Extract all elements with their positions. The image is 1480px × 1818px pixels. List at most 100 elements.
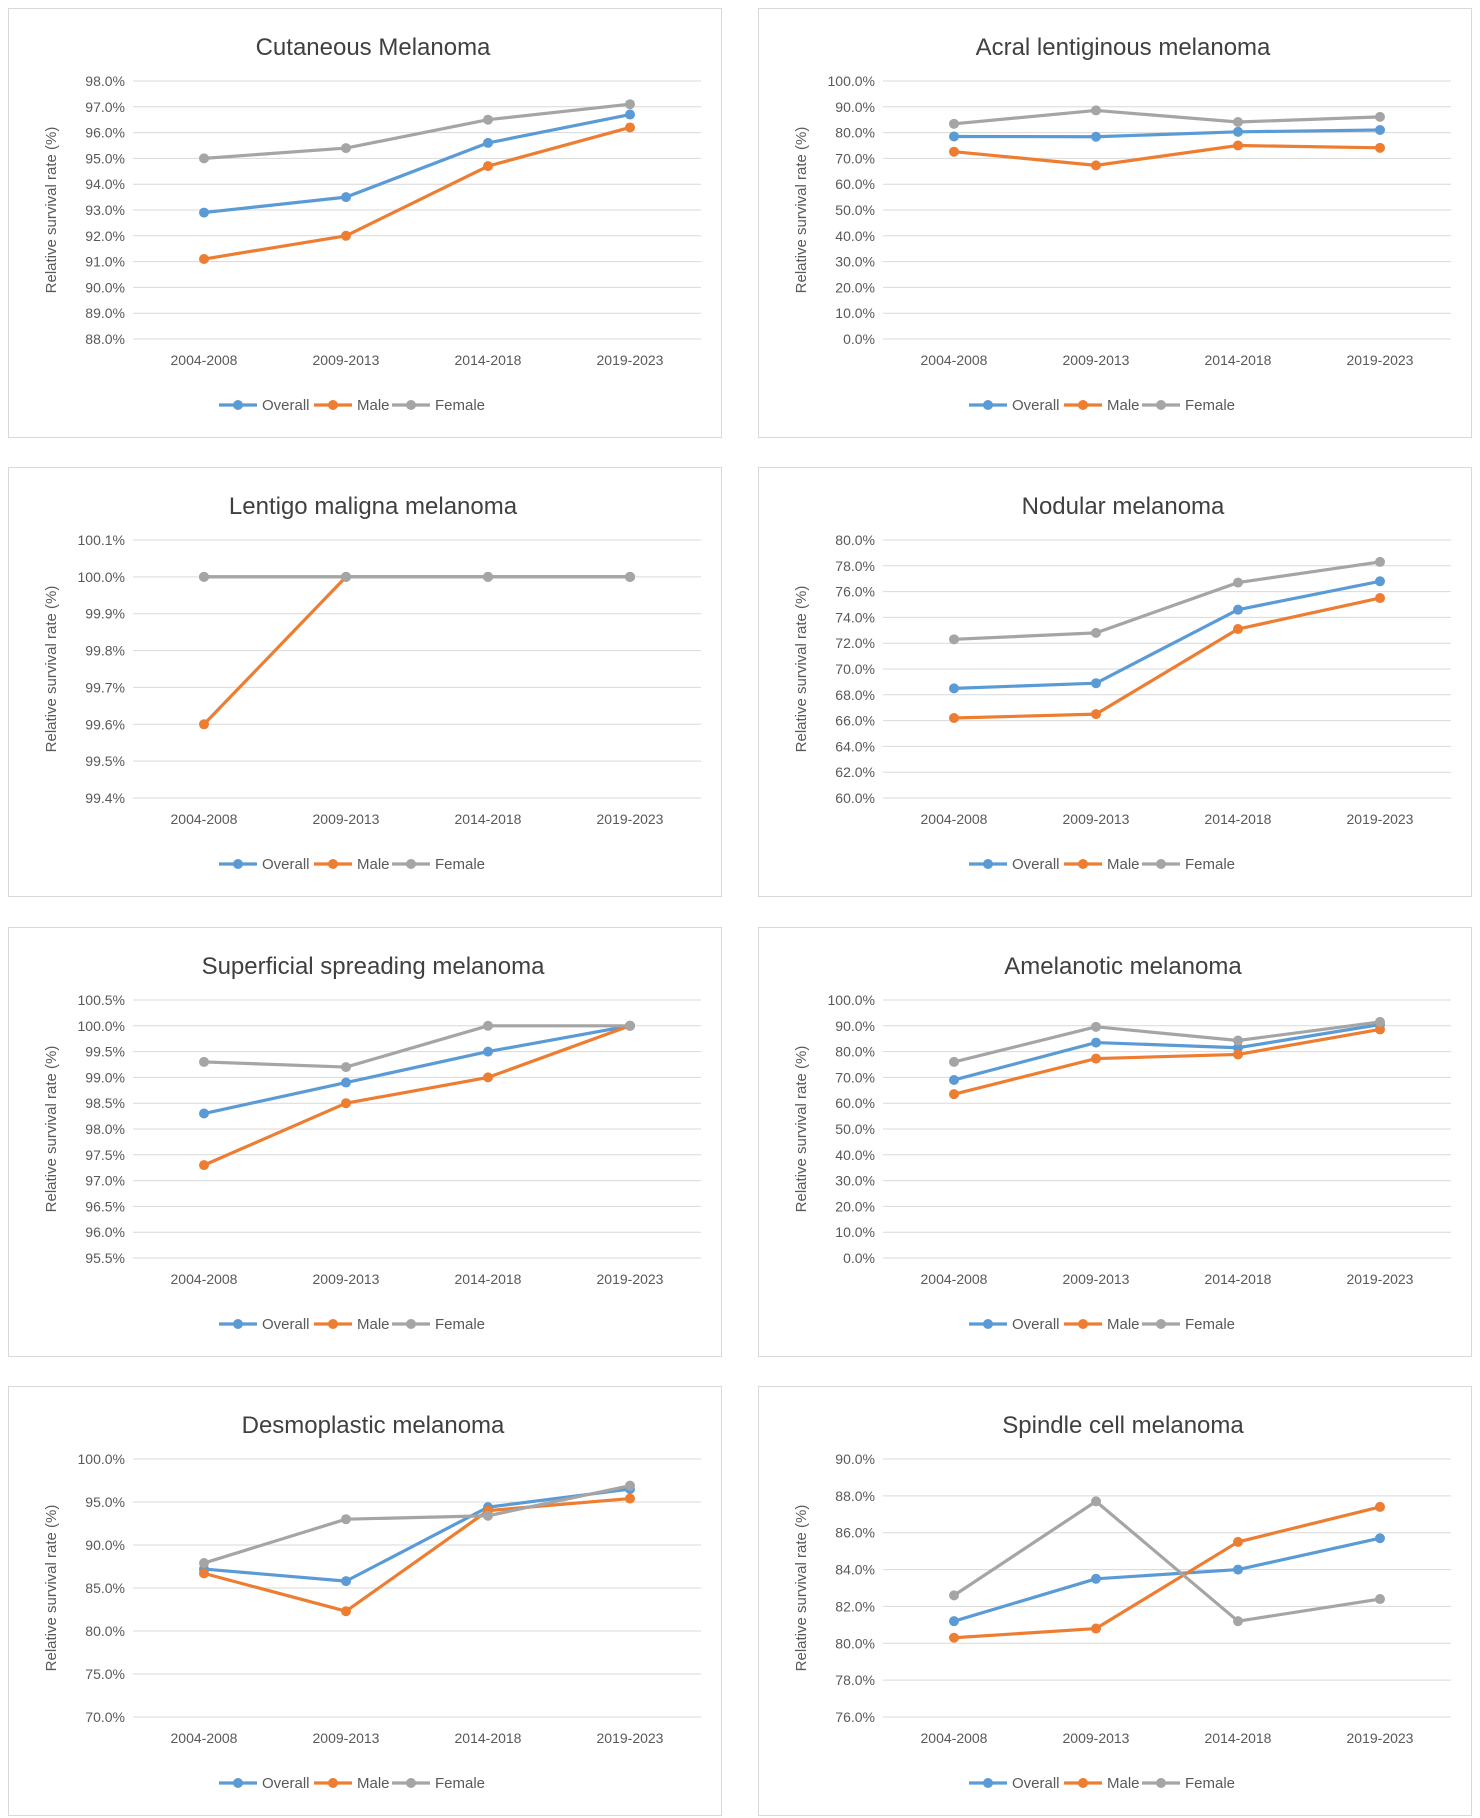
data-point-overall (625, 109, 635, 120)
y-tick-label: 60.0% (835, 176, 875, 192)
x-tick-label: 2014-2018 (455, 352, 522, 368)
data-point-male (1233, 140, 1243, 151)
data-point-male (341, 1606, 351, 1617)
y-tick-label: 86.0% (835, 1525, 875, 1541)
y-tick-label: 99.5% (85, 1044, 125, 1060)
x-tick-label: 2004-2008 (921, 811, 988, 827)
x-tick-label: 2014-2018 (455, 1271, 522, 1287)
legend-item-male: Male (1064, 856, 1140, 873)
x-tick-label: 2014-2018 (1205, 352, 1272, 368)
legend-item-overall: Overall (969, 856, 1060, 873)
legend-item-female: Female (1142, 1775, 1235, 1792)
y-tick-label: 20.0% (835, 279, 875, 295)
y-tick-label: 92.0% (85, 228, 125, 244)
chart-panel-amelanotic-melanoma: Amelanotic melanoma 0.0% 10.0% 20.0% 30.0% 40… (758, 927, 1472, 1357)
chart-panel-superficial-spreading-melanoma: Superficial spreading melanoma 95.5% 96.0%… (8, 927, 722, 1357)
y-tick-label: 98.5% (85, 1095, 125, 1111)
series-line-overall (202, 112, 632, 215)
x-tick-label: 2004-2008 (921, 1730, 988, 1746)
legend-marker (406, 1319, 416, 1329)
data-point-female (199, 571, 209, 582)
y-tick-label: 100.0% (78, 569, 125, 585)
series-line-female (952, 560, 1382, 641)
chart-title: Acral lentiginous melanoma (976, 34, 1271, 61)
chart-title: Desmoplastic melanoma (242, 1412, 505, 1439)
data-point-female (1233, 117, 1243, 128)
y-axis-label: Relative survival rate (%) (793, 586, 810, 753)
chart-svg: Lentigo maligna melanoma 99.4% 99.5% 99.6% 9… (43, 493, 701, 873)
legend-marker (328, 859, 338, 869)
y-tick-label: 80.0% (835, 1044, 875, 1060)
data-point-overall (949, 1616, 959, 1627)
legend-label: Overall (262, 1775, 310, 1792)
y-tick-label: 98.0% (85, 73, 125, 89)
y-tick-label: 76.0% (835, 1709, 875, 1725)
legend-label: Female (435, 856, 485, 873)
y-tick-label: 64.0% (835, 738, 875, 754)
legend-label: Overall (1012, 1316, 1060, 1333)
legend-label: Male (357, 1316, 390, 1333)
y-tick-label: 97.0% (85, 99, 125, 115)
data-point-female (1091, 105, 1101, 116)
x-tick-label: 2004-2008 (171, 1730, 238, 1746)
y-tick-label: 50.0% (835, 1121, 875, 1137)
x-tick-label: 2004-2008 (171, 352, 238, 368)
legend-label: Overall (262, 856, 310, 873)
legend-label: Female (1185, 1775, 1235, 1792)
y-tick-label: 78.0% (835, 558, 875, 574)
y-tick-label: 0.0% (843, 1250, 875, 1266)
data-point-female (1233, 1616, 1243, 1627)
legend-marker (328, 400, 338, 410)
legend-marker (1156, 400, 1166, 410)
x-tick-label: 2009-2013 (313, 1730, 380, 1746)
legend-item-female: Female (392, 856, 485, 873)
y-tick-label: 80.0% (835, 1635, 875, 1651)
chart-title: Lentigo maligna melanoma (229, 493, 518, 520)
y-tick-label: 90.0% (835, 99, 875, 115)
legend-marker (233, 400, 243, 410)
y-tick-label: 30.0% (835, 254, 875, 270)
y-tick-label: 99.8% (85, 643, 125, 659)
chart-svg: Desmoplastic melanoma 70.0% 75.0% 80.0% 85.0… (43, 1412, 701, 1792)
legend-marker (233, 1778, 243, 1788)
y-tick-label: 74.0% (835, 609, 875, 625)
data-point-female (625, 1020, 635, 1031)
x-tick-label: 2019-2023 (597, 1271, 664, 1287)
chart-svg: Amelanotic melanoma 0.0% 10.0% 20.0% 30.0% 40… (793, 953, 1451, 1333)
y-tick-label: 66.0% (835, 713, 875, 729)
x-tick-label: 2019-2023 (1347, 1730, 1414, 1746)
y-axis-label: Relative survival rate (%) (793, 1505, 810, 1672)
legend-marker (1078, 400, 1088, 410)
y-tick-label: 10.0% (835, 1224, 875, 1240)
data-point-male (1091, 160, 1101, 171)
data-point-male (341, 1098, 351, 1109)
chart-panel-spindle-cell-melanoma: Spindle cell melanoma 76.0% 78.0% 80.0% 82.0… (758, 1386, 1472, 1816)
legend-item-overall: Overall (969, 397, 1060, 414)
data-point-male (199, 1568, 209, 1579)
y-tick-label: 90.0% (85, 279, 125, 295)
data-point-male (1091, 709, 1101, 720)
data-point-overall (199, 207, 209, 218)
data-point-overall (949, 683, 959, 694)
x-tick-label: 2019-2023 (1347, 1271, 1414, 1287)
series-line-male (202, 125, 632, 261)
data-point-female (483, 1510, 493, 1521)
series-line-overall (952, 1536, 1382, 1623)
x-tick-label: 2009-2013 (313, 1271, 380, 1287)
legend-label: Overall (262, 1316, 310, 1333)
x-tick-label: 2009-2013 (1063, 1271, 1130, 1287)
data-point-male (199, 1160, 209, 1171)
legend-marker (1156, 1778, 1166, 1788)
legend-label: Male (1107, 397, 1140, 414)
y-tick-label: 100.5% (78, 992, 125, 1008)
data-point-female (1091, 1496, 1101, 1507)
x-tick-label: 2009-2013 (1063, 1730, 1130, 1746)
y-tick-label: 40.0% (835, 1147, 875, 1163)
y-tick-label: 97.5% (85, 1147, 125, 1163)
legend-item-female: Female (392, 1316, 485, 1333)
legend-label: Female (1185, 397, 1235, 414)
y-tick-label: 84.0% (835, 1562, 875, 1578)
legend-item-male: Male (1064, 1316, 1140, 1333)
y-tick-label: 70.0% (835, 1069, 875, 1085)
legend-label: Male (357, 856, 390, 873)
